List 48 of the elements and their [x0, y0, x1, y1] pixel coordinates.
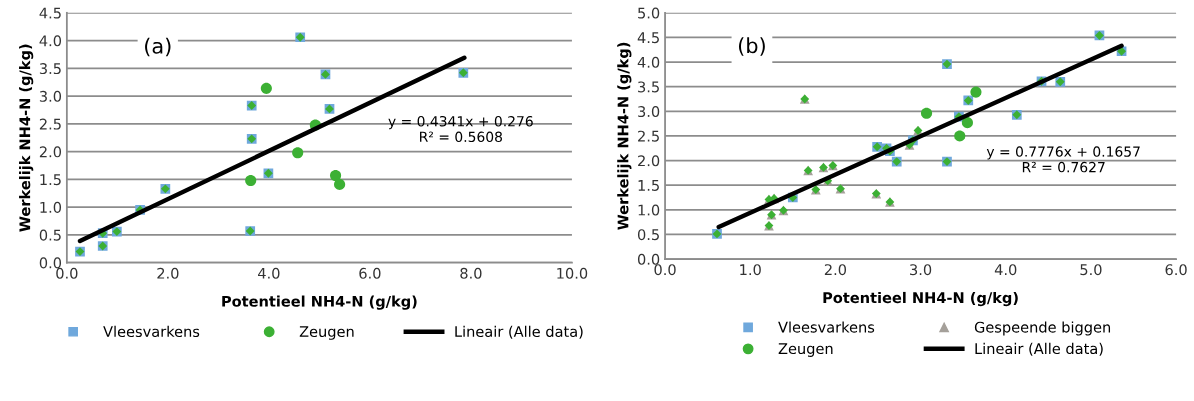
y-tick-label: 4.0: [39, 35, 62, 47]
annotation: y = 0.4341x + 0.276 R² = 0.5608: [388, 116, 533, 143]
x-tick-label: 6.0: [359, 267, 381, 279]
y-tick-label: 3.5: [638, 81, 659, 93]
x-tick-label: 3.0: [910, 264, 932, 276]
legend-label: Zeugen: [299, 326, 354, 340]
x-tick-label: 2.0: [824, 264, 847, 276]
x-tick-label: 2.0: [157, 267, 179, 279]
y-tick-label: 4.5: [637, 32, 659, 44]
x-tick-label: 4.0: [994, 264, 1017, 276]
x-tick-label: 0.0: [654, 264, 676, 276]
y-tick-label: 2.5: [39, 118, 61, 130]
legend-label: Vleesvarkens: [778, 321, 875, 333]
x-tick-label: 10.0: [557, 267, 588, 279]
y-axis-title: Werkelijk NH4-N (g/kg): [19, 44, 34, 232]
y-tick-label: 5.0: [638, 7, 660, 19]
legend-label: Gespeende biggen: [974, 321, 1111, 336]
legend-label: Zeugen: [778, 343, 833, 357]
y-tick-label: 1.0: [40, 201, 62, 213]
x-tick-label: 1.0: [740, 264, 761, 276]
x-tick-label: 0.0: [56, 267, 78, 279]
y-tick-label: 1.5: [40, 174, 61, 186]
y-tick-label: 0.5: [39, 229, 61, 241]
y-tick-label: 4.5: [39, 7, 61, 19]
annotation: (a): [145, 37, 171, 57]
x-tick-label: 4.0: [258, 267, 280, 279]
y-tick-label: 3.0: [39, 90, 62, 102]
x-axis-title: Potentieel NH4-N (g/kg): [823, 291, 1018, 307]
y-tick-label: 2.0: [39, 146, 62, 158]
legend-label: Lineair (Alle data): [975, 342, 1103, 356]
y-tick-label: 0.0: [637, 253, 660, 265]
y-tick-label: 0.5: [637, 229, 659, 241]
y-tick-label: 3.5: [39, 63, 61, 75]
x-tick-label: 6.0: [1165, 264, 1187, 276]
y-tick-label: 1.0: [638, 204, 660, 216]
y-tick-label: 1.5: [638, 180, 659, 191]
x-tick-label: 5.0: [1080, 264, 1102, 276]
x-tick-label: 8.0: [460, 267, 482, 279]
legend-label: Vleesvarkens: [103, 325, 200, 338]
y-tick-label: 2.5: [638, 130, 659, 142]
y-axis-title: Werkelijk NH4-N (g/kg): [617, 42, 632, 230]
y-tick-label: 2.0: [638, 155, 660, 167]
x-axis-title: Potentieel NH4-N (g/kg): [222, 295, 417, 310]
legend-label: Lineair (Alle data): [455, 325, 583, 339]
y-tick-label: 3.0: [638, 106, 660, 118]
annotation: y = 0.7776x + 0.1657 R² = 0.7627: [986, 146, 1140, 173]
y-tick-label: 4.0: [637, 56, 660, 68]
annotation: (b): [738, 37, 765, 56]
